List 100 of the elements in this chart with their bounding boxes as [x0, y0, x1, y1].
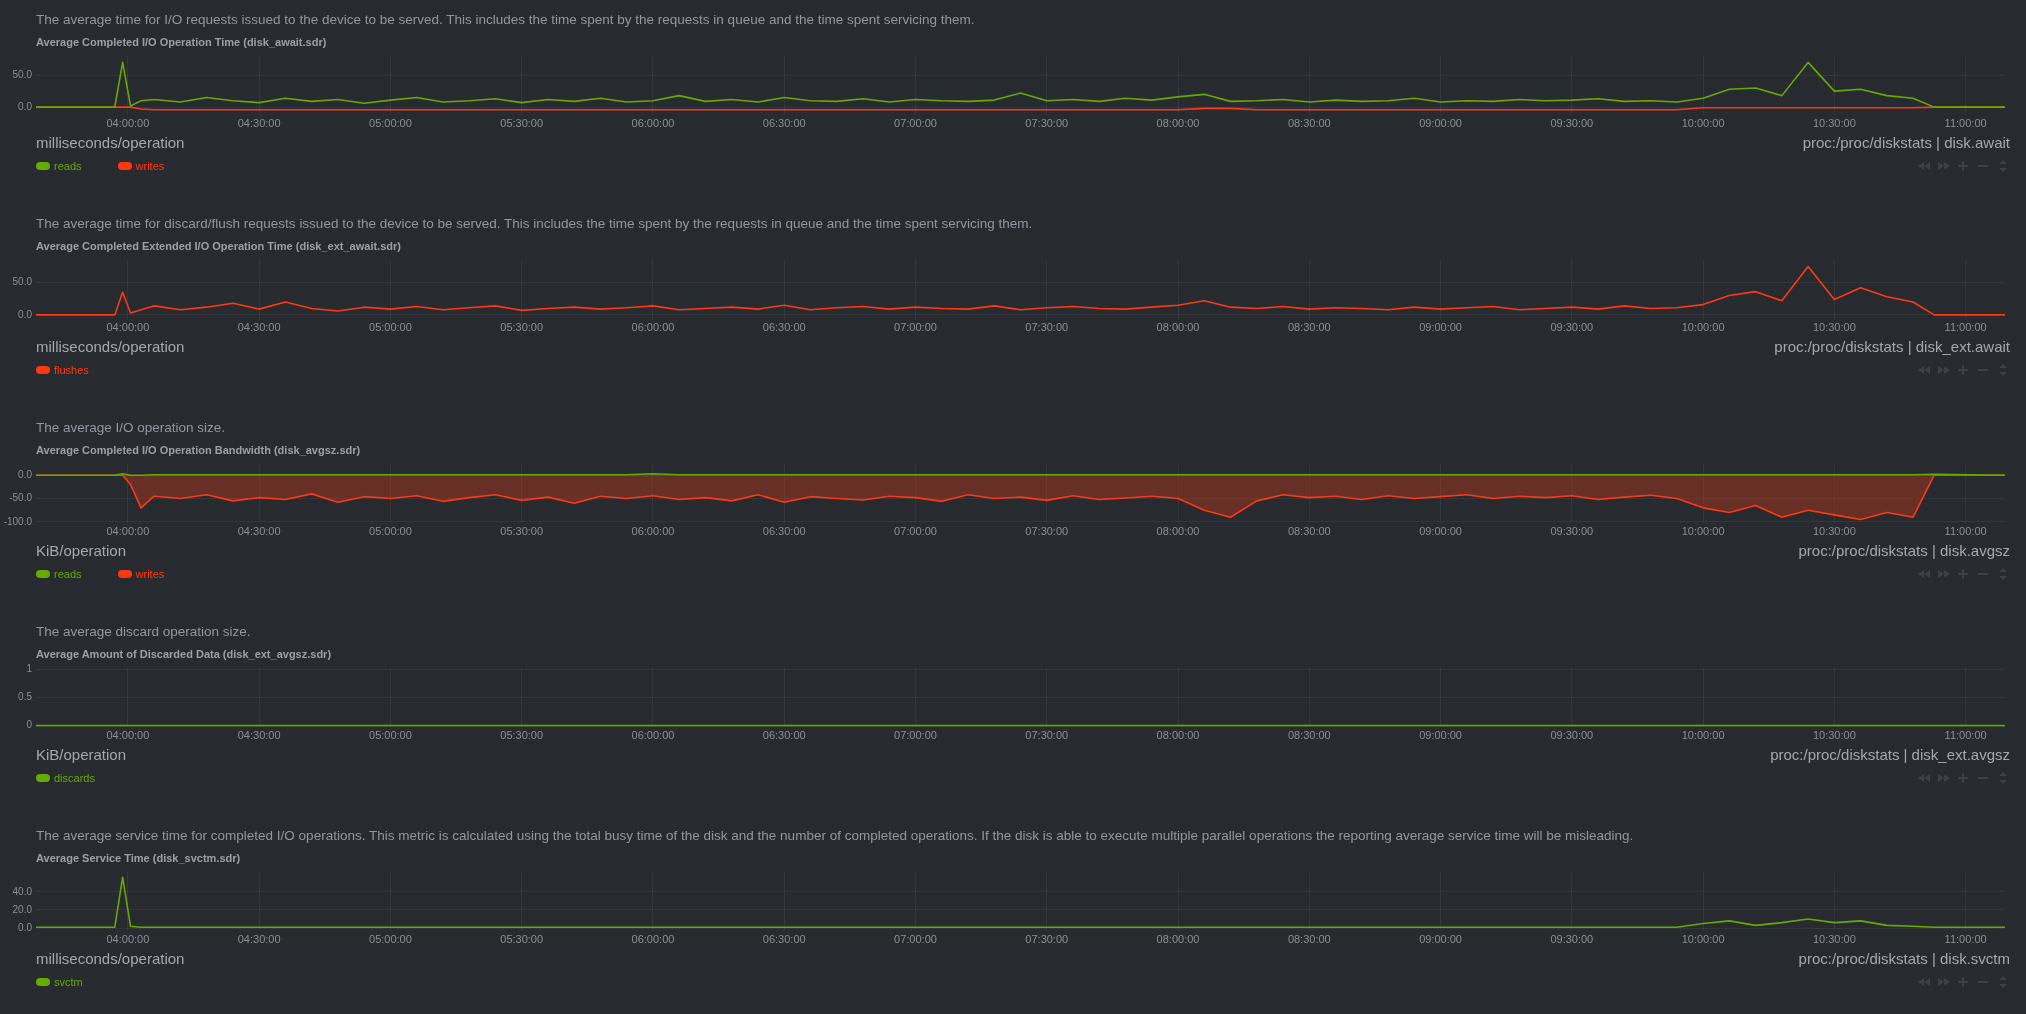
- x-tick-label: 06:30:00: [762, 117, 806, 130]
- legend-label: reads: [54, 568, 82, 580]
- x-tick-label: 05:00:00: [369, 117, 412, 130]
- x-tick-label: 09:00:00: [1419, 933, 1462, 946]
- x-tick-label: 05:30:00: [500, 933, 544, 946]
- x-tick-label: 07:30:00: [1025, 729, 1069, 742]
- text: proc:/proc/diskstats | disk.await: [1802, 134, 2010, 151]
- chart-subtitle: The average time for I/O requests issued to the device to be served. This includes the time spent by the requests in queue and the time spent servicing them.: [36, 12, 975, 27]
- x-tick-label: 04:30:00: [237, 729, 281, 742]
- x-tick-label: 08:00:00: [1156, 729, 1200, 742]
- x-tick-label: 08:30:00: [1287, 729, 1331, 742]
- x-tick-label: 04:00:00: [106, 321, 150, 334]
- x-tick-label: 08:00:00: [1156, 117, 1200, 130]
- x-tick-label: 04:30:00: [237, 321, 281, 334]
- x-tick-label: 05:00:00: [369, 933, 412, 946]
- legend-label: writes: [135, 160, 165, 172]
- x-tick-label: 07:00:00: [894, 321, 937, 334]
- x-tick-label: 06:00:00: [631, 729, 675, 742]
- text: KiB/operation: [36, 746, 127, 763]
- x-tick-label: 11:00:00: [1944, 117, 1987, 130]
- x-tick-label: 09:00:00: [1419, 117, 1462, 130]
- x-tick-label: 09:30:00: [1550, 729, 1594, 742]
- x-tick-label: 08:00:00: [1156, 933, 1200, 946]
- x-tick-label: 04:00:00: [106, 729, 150, 742]
- x-tick-label: 04:30:00: [237, 117, 281, 130]
- x-tick-label: 07:30:00: [1025, 117, 1069, 130]
- text: milliseconds/operation: [36, 134, 185, 151]
- y-tick-label: 40.0: [12, 885, 33, 897]
- x-tick-label: 07:00:00: [894, 525, 937, 538]
- y-tick-label: 0.0: [18, 100, 33, 112]
- x-tick-label: 06:00:00: [631, 321, 675, 334]
- legend-label: writes: [135, 568, 165, 580]
- y-tick-label: 1: [26, 662, 33, 674]
- x-tick-label: 08:30:00: [1287, 933, 1331, 946]
- legend-label: reads: [54, 160, 82, 172]
- x-tick-label: 06:30:00: [762, 933, 806, 946]
- x-tick-label: 10:00:00: [1681, 117, 1725, 130]
- x-tick-label: 05:00:00: [369, 525, 412, 538]
- x-tick-label: 07:30:00: [1025, 933, 1069, 946]
- chart-title: Average Service Time (disk_svctm.sdr): [36, 852, 241, 864]
- x-tick-label: 08:00:00: [1156, 321, 1200, 334]
- x-tick-label: 06:00:00: [631, 933, 675, 946]
- x-tick-label: 11:00:00: [1944, 729, 1987, 742]
- y-tick-label: 20.0: [12, 903, 33, 915]
- x-tick-label: 06:30:00: [762, 321, 806, 334]
- x-tick-label: 04:00:00: [106, 117, 150, 130]
- text: proc:/proc/diskstats | disk.avgsz: [1798, 542, 2010, 559]
- x-tick-label: 10:30:00: [1812, 117, 1856, 130]
- text: milliseconds/operation: [36, 950, 185, 967]
- text: proc:/proc/diskstats | disk_ext.avgsz: [1770, 746, 2010, 763]
- x-tick-label: 05:30:00: [500, 321, 544, 334]
- text: proc:/proc/diskstats | disk.svctm: [1798, 950, 2010, 967]
- x-tick-label: 05:30:00: [500, 525, 544, 538]
- chart-title: Average Completed I/O Operation Bandwidth (disk_avgsz.sdr): [36, 444, 361, 456]
- x-tick-label: 09:00:00: [1419, 729, 1462, 742]
- x-tick-label: 04:00:00: [106, 933, 150, 946]
- chart-subtitle: The average discard operation size.: [36, 624, 251, 639]
- x-tick-label: 10:30:00: [1812, 321, 1856, 334]
- y-tick-label: 0.0: [18, 308, 33, 320]
- x-tick-label: 10:00:00: [1681, 933, 1725, 946]
- x-tick-label: 09:30:00: [1550, 321, 1594, 334]
- chart-title: Average Amount of Discarded Data (disk_ext_avgsz.sdr): [36, 648, 332, 660]
- y-tick-label: 50.0: [12, 68, 33, 80]
- x-tick-label: 09:30:00: [1550, 525, 1594, 538]
- x-tick-label: 09:00:00: [1419, 525, 1462, 538]
- x-tick-label: 06:00:00: [631, 117, 675, 130]
- x-tick-label: 09:30:00: [1550, 117, 1594, 130]
- x-tick-label: 08:30:00: [1287, 117, 1331, 130]
- chart-title: Average Completed Extended I/O Operation Time (disk_ext_await.sdr): [36, 240, 401, 252]
- x-tick-label: 11:00:00: [1944, 321, 1987, 334]
- x-tick-label: 10:30:00: [1812, 933, 1856, 946]
- chart-title: Average Completed I/O Operation Time (disk_await.sdr): [36, 36, 327, 48]
- x-tick-label: 04:30:00: [237, 933, 281, 946]
- x-tick-label: 10:30:00: [1812, 729, 1856, 742]
- x-tick-label: 09:00:00: [1419, 321, 1462, 334]
- x-tick-label: 06:00:00: [631, 525, 675, 538]
- x-tick-label: 06:30:00: [762, 729, 806, 742]
- x-tick-label: 10:00:00: [1681, 525, 1725, 538]
- x-tick-label: 07:00:00: [894, 933, 937, 946]
- text: proc:/proc/diskstats | disk_ext.await: [1774, 338, 2010, 355]
- x-tick-label: 05:00:00: [369, 321, 412, 334]
- x-tick-label: 06:30:00: [762, 525, 806, 538]
- y-tick-label: 0.0: [18, 468, 33, 480]
- x-tick-label: 07:30:00: [1025, 525, 1069, 538]
- x-tick-label: 10:00:00: [1681, 321, 1725, 334]
- y-tick-label: 0: [26, 719, 33, 731]
- y-tick-label: -100.0: [3, 515, 33, 527]
- chart-subtitle: The average I/O operation size.: [36, 420, 226, 435]
- x-tick-label: 07:00:00: [894, 729, 937, 742]
- x-tick-label: 08:30:00: [1287, 321, 1331, 334]
- chart-subtitle: The average service time for completed I/O operations. This metric is calculated using the total busy time of the disk and the number of completed operations. If the disk is able to execute multiple parallel operations the reporting average service time will be misleading.: [36, 828, 1634, 843]
- x-tick-label: 10:00:00: [1681, 729, 1725, 742]
- chart-subtitle: The average time for discard/flush requests issued to the device to be served. This includes the time spent by the requests in queue and the time spent servicing them.: [36, 216, 1033, 231]
- y-tick-label: 50.0: [12, 276, 33, 288]
- legend-label: flushes: [54, 364, 89, 376]
- y-tick-label: -50.0: [9, 492, 33, 504]
- x-tick-label: 09:30:00: [1550, 933, 1594, 946]
- x-tick-label: 05:30:00: [500, 117, 544, 130]
- x-tick-label: 08:00:00: [1156, 525, 1200, 538]
- x-tick-label: 11:00:00: [1944, 525, 1987, 538]
